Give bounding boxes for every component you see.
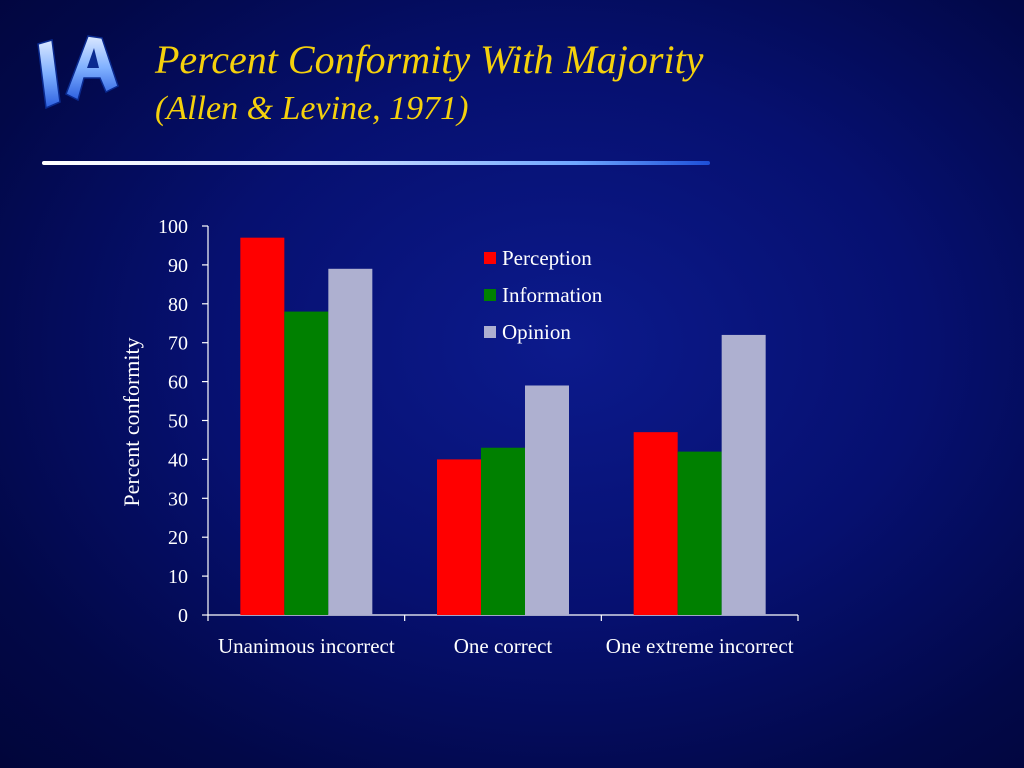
- y-tick-label: 90: [168, 255, 188, 277]
- bar-perception-1: [240, 237, 285, 616]
- legend-label-perception: Perception: [502, 246, 592, 270]
- y-tick-label: 70: [168, 333, 188, 355]
- y-tick-label: 20: [168, 527, 188, 549]
- bar-perception-3: [633, 432, 678, 615]
- y-tick-label: 60: [168, 372, 188, 394]
- bar-opinion-3: [721, 334, 766, 615]
- x-tick-label: One extreme incorrect: [606, 634, 794, 658]
- bar-opinion-2: [525, 385, 569, 615]
- x-tick-label: Unanimous incorrect: [218, 634, 395, 658]
- y-tick-label: 50: [168, 411, 188, 433]
- bar-information-2: [481, 447, 525, 615]
- bar-perception-2: [437, 459, 481, 615]
- legend-label-information: Information: [502, 283, 603, 307]
- title-divider: [42, 161, 710, 165]
- bar-information-1: [284, 311, 329, 615]
- bar-opinion-1: [328, 268, 373, 615]
- x-tick-label: One correct: [454, 634, 553, 658]
- y-tick-label: 80: [168, 294, 188, 316]
- legend-label-opinion: Opinion: [502, 320, 571, 344]
- y-tick-label: 0: [178, 605, 188, 627]
- logo-icon: [37, 35, 119, 110]
- y-tick-label: 40: [168, 449, 188, 471]
- slide-subtitle: (Allen & Levine, 1971): [155, 90, 469, 127]
- legend-swatch-opinion: [484, 326, 496, 338]
- y-axis-label: Percent conformity: [119, 337, 144, 506]
- y-tick-label: 100: [158, 216, 188, 238]
- y-tick-label: 30: [168, 488, 188, 510]
- legend-swatch-perception: [484, 252, 496, 264]
- legend-swatch-information: [484, 289, 496, 301]
- y-tick-label: 10: [168, 566, 188, 588]
- bar-information-3: [677, 451, 722, 615]
- slide-title: Percent Conformity With Majority: [155, 37, 704, 82]
